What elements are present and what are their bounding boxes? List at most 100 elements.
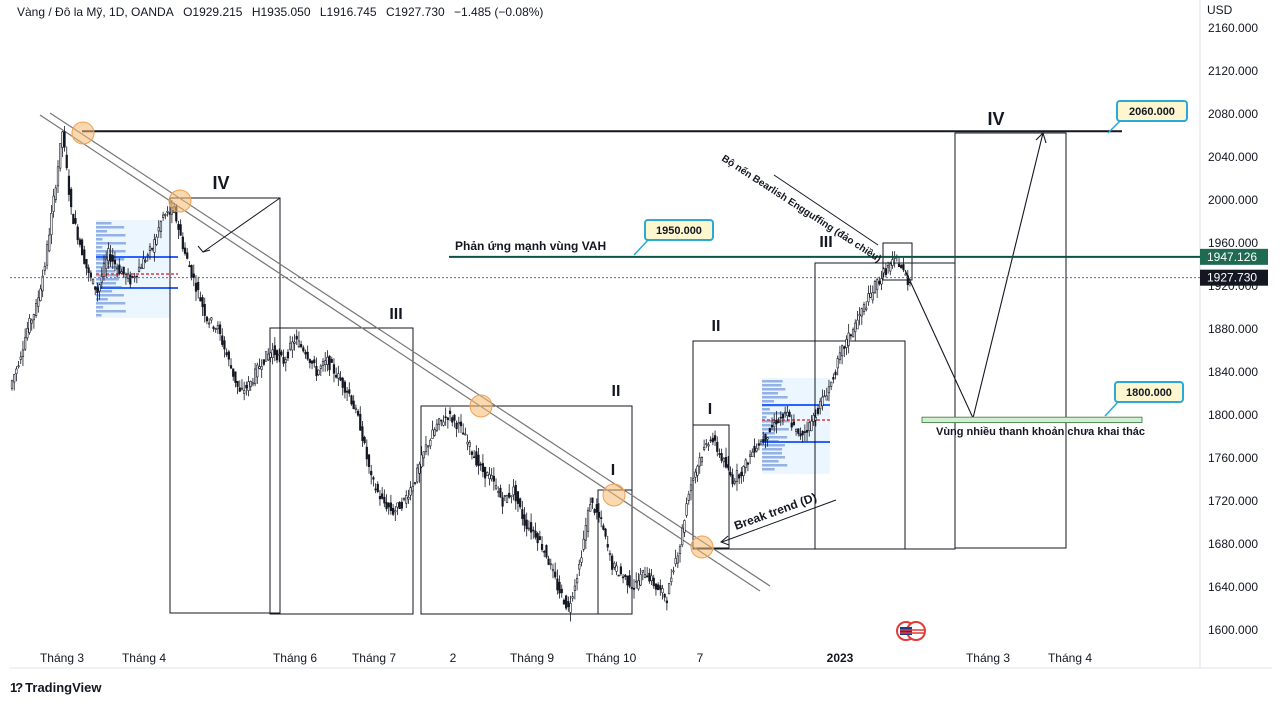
candle-down [313,359,316,364]
candle-down [223,340,226,350]
candle-down [519,498,522,508]
candle-up [891,259,894,266]
candle-down [227,351,230,360]
candle-down [834,371,837,376]
tradingview-brand[interactable]: 1? TradingView [10,680,102,695]
candle-down [183,247,187,254]
candle-down [770,424,774,428]
candle-down [245,384,248,389]
profile-bar [96,226,125,229]
time-tick-label: 7 [697,651,704,665]
candle-up [54,187,57,200]
candle-down [339,377,342,381]
candle-up [34,303,38,316]
candle-down [459,421,463,427]
candle-up [825,395,828,401]
profile-bar [96,306,104,309]
candle-up [100,276,103,283]
candle-up [464,433,467,436]
candle-up [608,553,612,555]
candle-up [289,342,292,350]
candle-down [80,239,84,256]
candle-down [300,344,303,348]
candle-up [827,386,831,394]
candle-up [687,493,690,501]
candle-up [862,304,866,313]
candle-down [729,471,732,476]
candle-down [501,497,504,507]
candle-up [808,422,811,432]
candle-up [326,356,329,365]
candle-up [795,428,798,432]
price-tick-label: 1680.000 [1208,537,1258,551]
candle-down [365,446,368,460]
candle-down [595,504,598,513]
candle-up [144,260,147,262]
candle-down [779,416,782,419]
candle-down [398,502,401,510]
profile-bar [762,424,771,427]
candle-up [494,485,498,489]
price-axis[interactable]: 2160.000 2120.000 2080.000 2040.000 2000.000… [1208,21,1258,637]
candle-down [203,304,206,316]
candle-up [142,258,145,269]
candle-up [267,353,270,361]
candle-up [661,588,664,594]
candle-down [381,493,384,499]
candle-down [711,437,714,443]
candle-down [532,529,535,532]
candle-down [525,519,528,530]
brand-name: TradingView [25,680,102,695]
candle-down [521,509,524,519]
candle-down [790,422,793,428]
time-tick-label: Tháng 10 [586,651,637,665]
candle-down [67,175,71,195]
candle-up [703,446,706,450]
wave-box [169,197,281,614]
candle-up [260,366,263,370]
candles [10,125,912,622]
profile-bar [762,412,790,415]
candle-up [30,319,33,324]
candle-down [168,212,171,215]
candle-down [440,419,443,422]
candle-down [762,439,765,442]
wave-boxes [169,132,1067,615]
candle-down [177,223,180,230]
vah-price-tag-bg [1200,248,1268,265]
target-low-callout: 1800.000 [1126,387,1172,399]
symbol-name[interactable]: Vàng / Đô la Mỹ, 1D, OANDA [17,5,174,19]
candle-up [830,381,833,387]
candle-up [284,359,287,363]
profile-bar [762,444,785,447]
candle-up [882,268,885,274]
candle-down [282,356,285,364]
candle-up [637,580,640,590]
candle-down [361,426,364,441]
candle-up [420,454,423,468]
time-axis[interactable]: Tháng 3 Tháng 4 Tháng 6 Tháng 7 2 Tháng 9 Thán… [40,651,1092,665]
candle-up [13,374,16,383]
candle-up [696,465,699,476]
candle-up [569,603,572,613]
price-tick-label: 2120.000 [1208,64,1258,78]
candle-up [146,254,149,257]
candle-down [746,462,750,465]
event-flags-icon[interactable] [896,621,926,641]
candle-up [291,341,294,351]
tradingview-logo-icon: 1? [10,680,23,695]
callout-pointer [633,239,649,256]
wave-box [692,340,906,550]
profile-bar [96,234,126,237]
candle-down [523,514,526,526]
currency-label[interactable]: USD [1207,3,1233,17]
candle-down [768,427,771,433]
candle-down [602,525,605,530]
profile-bar [762,408,770,411]
candle-down [385,502,388,510]
profile-bar [762,436,788,439]
candle-up [672,570,675,573]
candle-up [107,248,110,262]
candle-down [816,408,820,414]
